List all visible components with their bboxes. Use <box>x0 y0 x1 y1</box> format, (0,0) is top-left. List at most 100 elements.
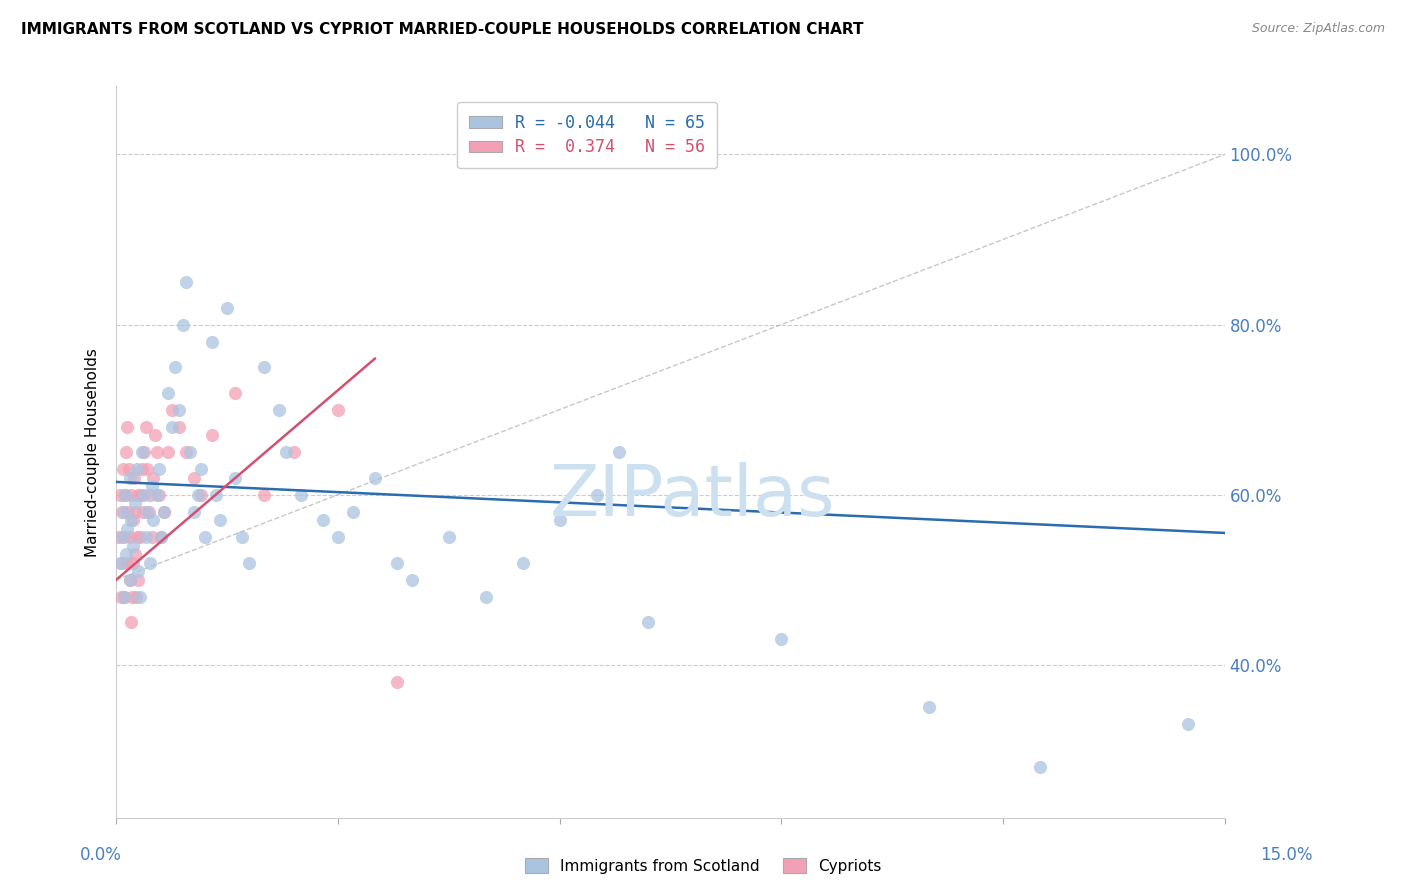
Point <box>437 530 460 544</box>
Point <box>918 700 941 714</box>
Point <box>112 590 135 604</box>
Point <box>141 530 163 544</box>
Point <box>127 564 149 578</box>
Point <box>148 488 170 502</box>
Point <box>118 470 141 484</box>
Point <box>139 488 162 502</box>
Point <box>385 556 408 570</box>
Point <box>312 513 335 527</box>
Point <box>183 505 205 519</box>
Point <box>127 573 149 587</box>
Point <box>111 462 134 476</box>
Point <box>111 530 134 544</box>
Point <box>156 385 179 400</box>
Point <box>136 462 159 476</box>
Point <box>125 530 148 544</box>
Point <box>112 590 135 604</box>
Point <box>194 530 217 544</box>
Point <box>138 556 160 570</box>
Point <box>111 505 134 519</box>
Point <box>107 530 129 544</box>
Point <box>118 530 141 544</box>
Point <box>385 674 408 689</box>
Text: Source: ZipAtlas.com: Source: ZipAtlas.com <box>1251 22 1385 36</box>
Point <box>125 462 148 476</box>
Point <box>141 479 163 493</box>
Point <box>156 445 179 459</box>
Point <box>146 488 169 502</box>
Point <box>115 445 138 459</box>
Point <box>160 419 183 434</box>
Point <box>112 505 135 519</box>
Point <box>201 428 224 442</box>
Point <box>1029 760 1052 774</box>
Text: IMMIGRANTS FROM SCOTLAND VS CYPRIOT MARRIED-COUPLE HOUSEHOLDS CORRELATION CHART: IMMIGRANTS FROM SCOTLAND VS CYPRIOT MARR… <box>21 22 863 37</box>
Text: ZIPatlas: ZIPatlas <box>550 461 835 531</box>
Point <box>179 445 201 459</box>
Point <box>122 470 145 484</box>
Point <box>129 530 152 544</box>
Text: 15.0%: 15.0% <box>1260 846 1313 863</box>
Point <box>118 573 141 587</box>
Point <box>114 488 136 502</box>
Point <box>183 470 205 484</box>
Point <box>114 488 136 502</box>
Point <box>143 428 166 442</box>
Point <box>342 505 364 519</box>
Point <box>135 419 157 434</box>
Point <box>160 402 183 417</box>
Point <box>115 419 138 434</box>
Point <box>512 556 534 570</box>
Point <box>134 445 156 459</box>
Point <box>326 402 349 417</box>
Point <box>176 275 198 289</box>
Point <box>120 615 142 630</box>
Point <box>111 556 134 570</box>
Y-axis label: Married-couple Households: Married-couple Households <box>86 348 100 557</box>
Point <box>217 301 239 315</box>
Point <box>326 530 349 544</box>
Point <box>253 360 276 375</box>
Text: 0.0%: 0.0% <box>80 846 122 863</box>
Point <box>637 615 659 630</box>
Point <box>190 488 212 502</box>
Point <box>124 496 146 510</box>
Point <box>117 522 139 536</box>
Legend: Immigrants from Scotland, Cypriots: Immigrants from Scotland, Cypriots <box>519 852 887 880</box>
Point <box>120 513 142 527</box>
Point <box>124 547 146 561</box>
Point <box>401 573 423 587</box>
Point <box>118 462 141 476</box>
Point <box>290 488 312 502</box>
Point <box>201 334 224 349</box>
Point <box>115 547 138 561</box>
Point <box>165 360 187 375</box>
Point <box>238 556 260 570</box>
Point <box>121 539 143 553</box>
Point <box>231 530 253 544</box>
Point <box>118 573 141 587</box>
Point <box>548 513 571 527</box>
Point <box>176 445 198 459</box>
Point <box>283 445 305 459</box>
Point <box>474 590 496 604</box>
Point <box>117 505 139 519</box>
Point <box>135 530 157 544</box>
Point <box>205 488 228 502</box>
Point <box>129 488 152 502</box>
Point <box>112 530 135 544</box>
Point <box>224 385 246 400</box>
Point <box>153 505 176 519</box>
Point <box>138 505 160 519</box>
Point <box>208 513 231 527</box>
Point <box>132 505 155 519</box>
Point <box>110 590 132 604</box>
Point <box>127 488 149 502</box>
Point <box>142 470 165 484</box>
Point <box>770 632 793 647</box>
Point <box>129 590 152 604</box>
Point <box>364 470 387 484</box>
Point <box>167 402 190 417</box>
Point <box>253 488 276 502</box>
Point <box>153 505 176 519</box>
